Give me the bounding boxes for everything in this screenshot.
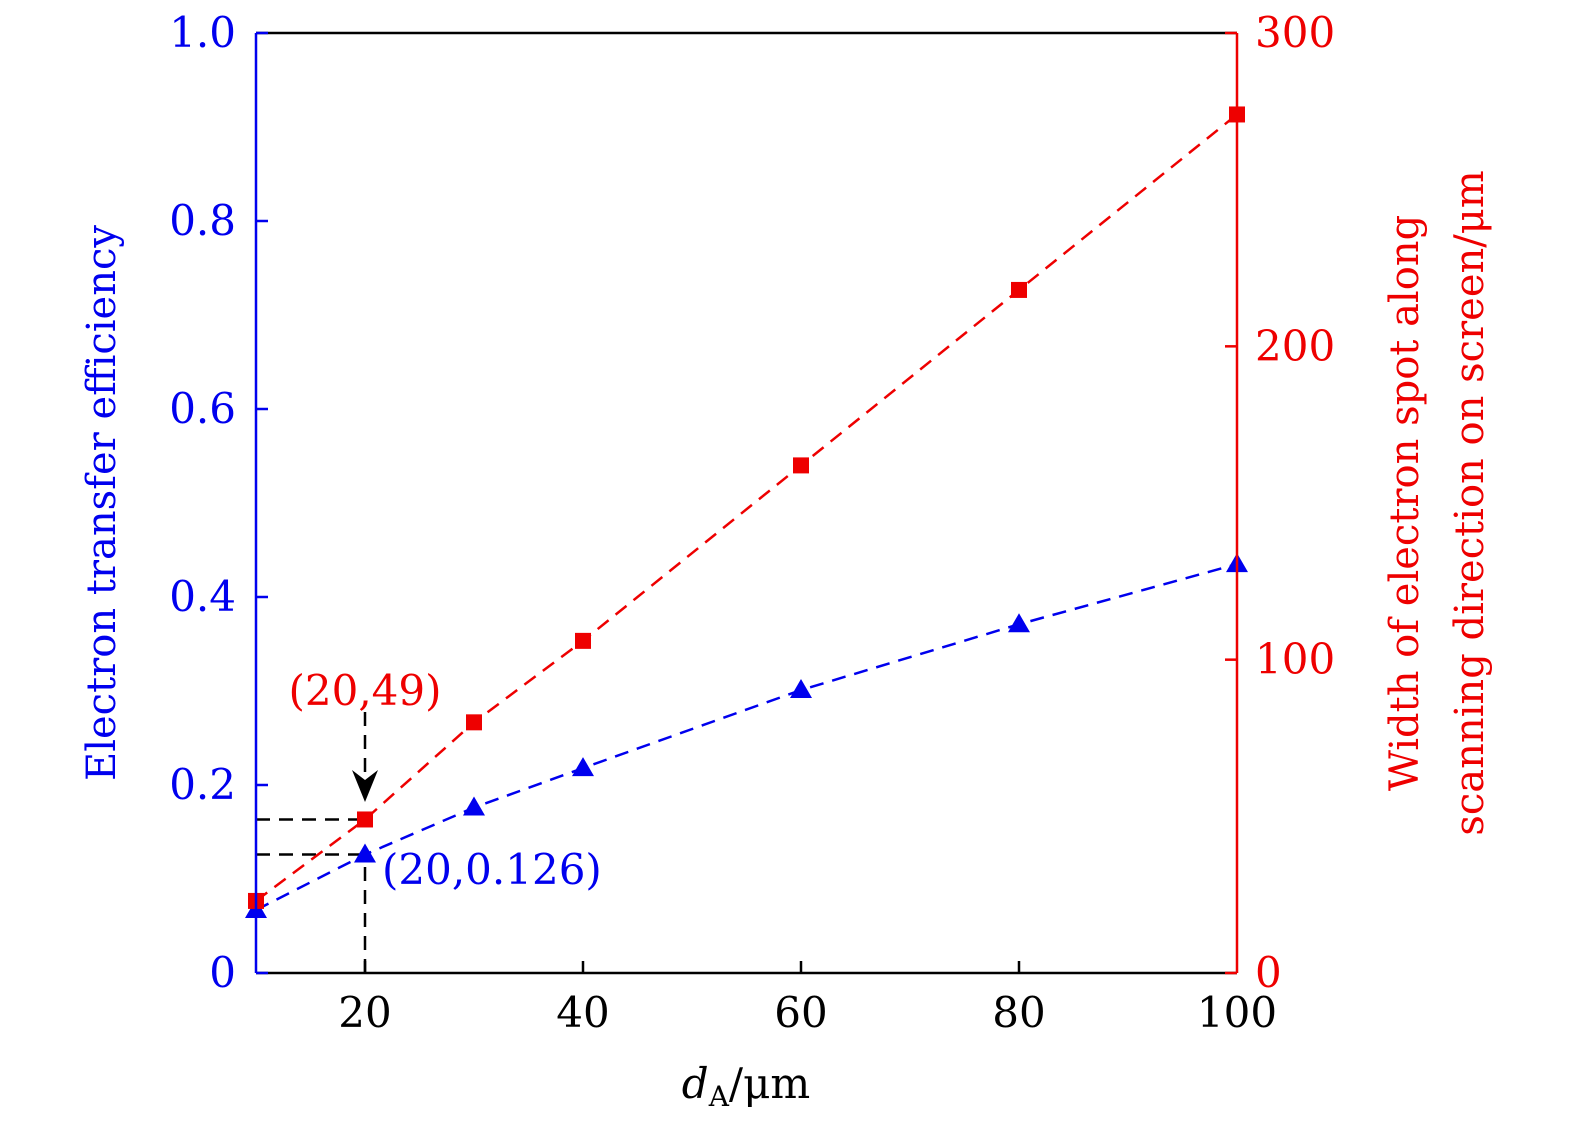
y-right-tick-label: 0 xyxy=(1255,948,1282,997)
x-tick-label: 80 xyxy=(992,988,1045,1037)
y-left-tick-label: 0.2 xyxy=(169,760,236,809)
x-tick-label: 100 xyxy=(1197,988,1277,1037)
x-tick-label: 40 xyxy=(556,988,609,1037)
data-point-triangle xyxy=(790,679,812,699)
y-left-tick-label: 0.8 xyxy=(169,196,236,245)
y-left-tick-label: 0 xyxy=(209,948,236,997)
labels: (20,49) (20,0.126) Electron transfer eff… xyxy=(79,170,1493,1113)
arrow-head-icon xyxy=(352,770,378,802)
series-line-right xyxy=(255,113,1238,902)
data-point-square xyxy=(466,714,482,731)
y-right-label-line2: scanning direction on screen/μm xyxy=(1447,170,1493,835)
y-left-tick-label: 1.0 xyxy=(169,8,236,57)
series-layer xyxy=(245,106,1248,919)
data-point-square xyxy=(1011,281,1027,298)
x-label-unit: /μm xyxy=(729,1059,810,1108)
y-left-tick-label: 0.6 xyxy=(169,384,236,433)
data-point-square xyxy=(357,811,373,828)
data-point-triangle xyxy=(463,796,485,816)
y-right-tick-label: 100 xyxy=(1255,635,1335,684)
x-tick-label: 60 xyxy=(774,988,827,1037)
x-label-sub: A xyxy=(708,1080,730,1113)
y-right-tick-label: 300 xyxy=(1255,8,1335,57)
y-left-tick-label: 0.4 xyxy=(169,572,236,621)
guide-lines xyxy=(256,712,378,973)
data-point-triangle xyxy=(354,843,376,863)
data-point-triangle xyxy=(1008,613,1030,633)
x-tick-label: 20 xyxy=(338,988,391,1037)
x-axis-label: dA/μm xyxy=(682,1059,810,1113)
annotation-red: (20,49) xyxy=(288,666,441,715)
x-label-main: d xyxy=(682,1059,709,1108)
y-left-label: Electron transfer efficiency xyxy=(79,225,125,781)
annotation-blue: (20,0.126) xyxy=(382,845,602,894)
data-point-square xyxy=(575,632,591,649)
data-point-triangle xyxy=(572,757,594,777)
data-point-square xyxy=(793,457,809,474)
y-right-label-line1: Width of electron spot along xyxy=(1382,215,1428,791)
y-right-tick-label: 200 xyxy=(1255,321,1335,370)
